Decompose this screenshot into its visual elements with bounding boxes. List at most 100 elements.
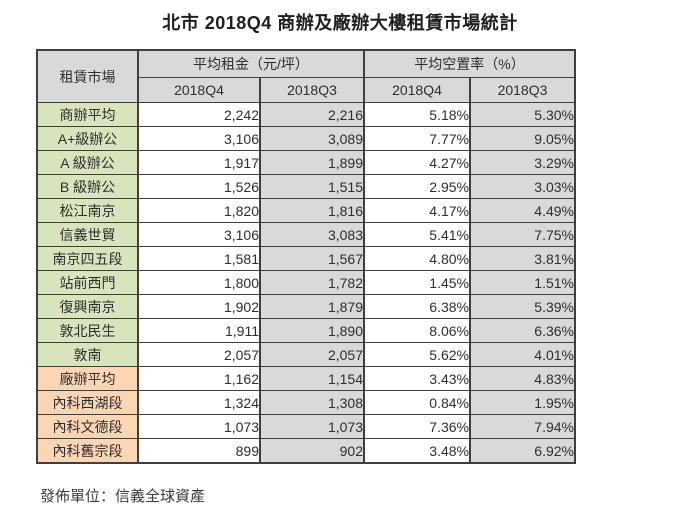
vacancy-q3-cell: 1.51% <box>469 270 576 295</box>
vacancy-q3-cell: 7.94% <box>469 414 576 439</box>
rent-q4-cell: 899 <box>137 438 261 464</box>
rent-q4-cell: 2,242 <box>137 102 261 127</box>
sub-header-row: 2018Q4 2018Q3 2018Q4 2018Q3 <box>37 77 576 103</box>
group-header-row: 租賃市場 平均租金（元/坪） 平均空置率（%） <box>36 49 576 103</box>
row-label: 內科文德段 <box>36 414 139 439</box>
rent-q3-cell: 1,073 <box>259 414 365 439</box>
rental-stats-table: 租賃市場 平均租金（元/坪） 平均空置率（%） 2018Q4 2018Q3 20… <box>36 49 576 464</box>
vacancy-q4-cell: 3.43% <box>363 366 471 391</box>
rent-q3-cell: 2,216 <box>259 102 365 127</box>
rent-q4-cell: 1,073 <box>137 414 261 439</box>
corner-header-rental-market: 租賃市場 <box>36 49 139 103</box>
row-label: A+級辦公 <box>36 126 139 151</box>
vacancy-q3-cell: 3.29% <box>469 150 576 175</box>
vacancy-q4-cell: 5.62% <box>363 342 471 367</box>
table-row: A 級辦公 1,917 1,899 4.27% 3.29% <box>36 150 576 175</box>
vacancy-q4-cell: 6.38% <box>363 294 471 319</box>
rent-q3-cell: 1,154 <box>259 366 365 391</box>
row-label: 南京四五段 <box>36 246 139 271</box>
rent-q4-cell: 1,162 <box>137 366 261 391</box>
row-label: 敦北民生 <box>36 318 139 343</box>
vacancy-q3-cell: 7.75% <box>469 222 576 247</box>
table-row: 敦北民生 1,911 1,890 8.06% 6.36% <box>36 318 576 343</box>
rent-q3-cell: 3,089 <box>259 126 365 151</box>
rent-q3-cell: 1,879 <box>259 294 365 319</box>
vacancy-q4-cell: 7.36% <box>363 414 471 439</box>
rent-q4-cell: 2,057 <box>137 342 261 367</box>
table-header: 租賃市場 平均租金（元/坪） 平均空置率（%） 2018Q4 2018Q3 20… <box>36 49 576 103</box>
vacancy-q3-cell: 4.01% <box>469 342 576 367</box>
vacancy-q3-cell: 9.05% <box>469 126 576 151</box>
vacancy-q4-cell: 4.80% <box>363 246 471 271</box>
row-label: 廠辦平均 <box>36 366 139 391</box>
rent-q3-cell: 1,816 <box>259 198 365 223</box>
row-label: 內科西湖段 <box>36 390 139 415</box>
table-row: B 級辦公 1,526 1,515 2.95% 3.03% <box>36 174 576 199</box>
table-row: 內科西湖段 1,324 1,308 0.84% 1.95% <box>36 390 576 415</box>
rent-q4-cell: 3,106 <box>137 222 261 247</box>
table-row: 商辦平均 2,242 2,216 5.18% 5.30% <box>36 102 576 127</box>
vacancy-q4-cell: 3.48% <box>363 438 471 464</box>
vacancy-q3-cell: 6.36% <box>469 318 576 343</box>
table-row: 松江南京 1,820 1,816 4.17% 4.49% <box>36 198 576 223</box>
subheader-vacancy-2018q3: 2018Q3 <box>469 77 576 103</box>
table-row: 內科舊宗段 899 902 3.48% 6.92% <box>36 438 576 464</box>
rent-q3-cell: 1,890 <box>259 318 365 343</box>
vacancy-q4-cell: 2.95% <box>363 174 471 199</box>
row-label: 松江南京 <box>36 198 139 223</box>
table-body: 商辦平均 2,242 2,216 5.18% 5.30% A+級辦公 3,106 3,089 7… <box>36 102 576 464</box>
subheader-rent-2018q4: 2018Q4 <box>137 77 261 103</box>
group-header-average-vacancy: 平均空置率（%） <box>363 49 576 78</box>
row-label: A 級辦公 <box>36 150 139 175</box>
subheader-rent-2018q3: 2018Q3 <box>259 77 365 103</box>
rent-q4-cell: 1,820 <box>137 198 261 223</box>
rent-q3-cell: 1,308 <box>259 390 365 415</box>
row-label: 信義世貿 <box>36 222 139 247</box>
vacancy-q4-cell: 5.41% <box>363 222 471 247</box>
table-row: 廠辦平均 1,162 1,154 3.43% 4.83% <box>36 366 576 391</box>
rent-q3-cell: 1,567 <box>259 246 365 271</box>
vacancy-q3-cell: 4.83% <box>469 366 576 391</box>
table-row: 站前西門 1,800 1,782 1.45% 1.51% <box>36 270 576 295</box>
rent-q4-cell: 1,917 <box>137 150 261 175</box>
rent-q3-cell: 1,899 <box>259 150 365 175</box>
rent-q3-cell: 1,515 <box>259 174 365 199</box>
vacancy-q4-cell: 8.06% <box>363 318 471 343</box>
vacancy-q4-cell: 0.84% <box>363 390 471 415</box>
vacancy-q3-cell: 3.81% <box>469 246 576 271</box>
rent-q3-cell: 2,057 <box>259 342 365 367</box>
rent-q4-cell: 1,911 <box>137 318 261 343</box>
vacancy-q4-cell: 4.17% <box>363 198 471 223</box>
vacancy-q4-cell: 7.77% <box>363 126 471 151</box>
rent-q4-cell: 1,526 <box>137 174 261 199</box>
rent-q4-cell: 1,324 <box>137 390 261 415</box>
table-row: 復興南京 1,902 1,879 6.38% 5.39% <box>36 294 576 319</box>
vacancy-q3-cell: 3.03% <box>469 174 576 199</box>
table-row: A+級辦公 3,106 3,089 7.77% 9.05% <box>36 126 576 151</box>
table-row: 南京四五段 1,581 1,567 4.80% 3.81% <box>36 246 576 271</box>
vacancy-q3-cell: 5.39% <box>469 294 576 319</box>
rent-q4-cell: 1,581 <box>137 246 261 271</box>
rent-q3-cell: 1,782 <box>259 270 365 295</box>
row-label: 站前西門 <box>36 270 139 295</box>
subheader-vacancy-2018q4: 2018Q4 <box>363 77 471 103</box>
row-label: 內科舊宗段 <box>36 438 139 464</box>
rent-q3-cell: 902 <box>259 438 365 464</box>
rent-q3-cell: 3,083 <box>259 222 365 247</box>
row-label: 敦南 <box>36 342 139 367</box>
table-row: 內科文德段 1,073 1,073 7.36% 7.94% <box>36 414 576 439</box>
vacancy-q3-cell: 4.49% <box>469 198 576 223</box>
row-label: B 級辦公 <box>36 174 139 199</box>
table-row: 信義世貿 3,106 3,083 5.41% 7.75% <box>36 222 576 247</box>
row-label: 商辦平均 <box>36 102 139 127</box>
rent-q4-cell: 1,800 <box>137 270 261 295</box>
vacancy-q4-cell: 4.27% <box>363 150 471 175</box>
rent-q4-cell: 1,902 <box>137 294 261 319</box>
row-label: 復興南京 <box>36 294 139 319</box>
source-label: 發佈單位：信義全球資產 <box>40 488 206 505</box>
page-title: 北市 2018Q4 商辦及廠辦大樓租賃市場統計 <box>162 13 518 33</box>
vacancy-q3-cell: 1.95% <box>469 390 576 415</box>
vacancy-q3-cell: 5.30% <box>469 102 576 127</box>
vacancy-q3-cell: 6.92% <box>469 438 576 464</box>
